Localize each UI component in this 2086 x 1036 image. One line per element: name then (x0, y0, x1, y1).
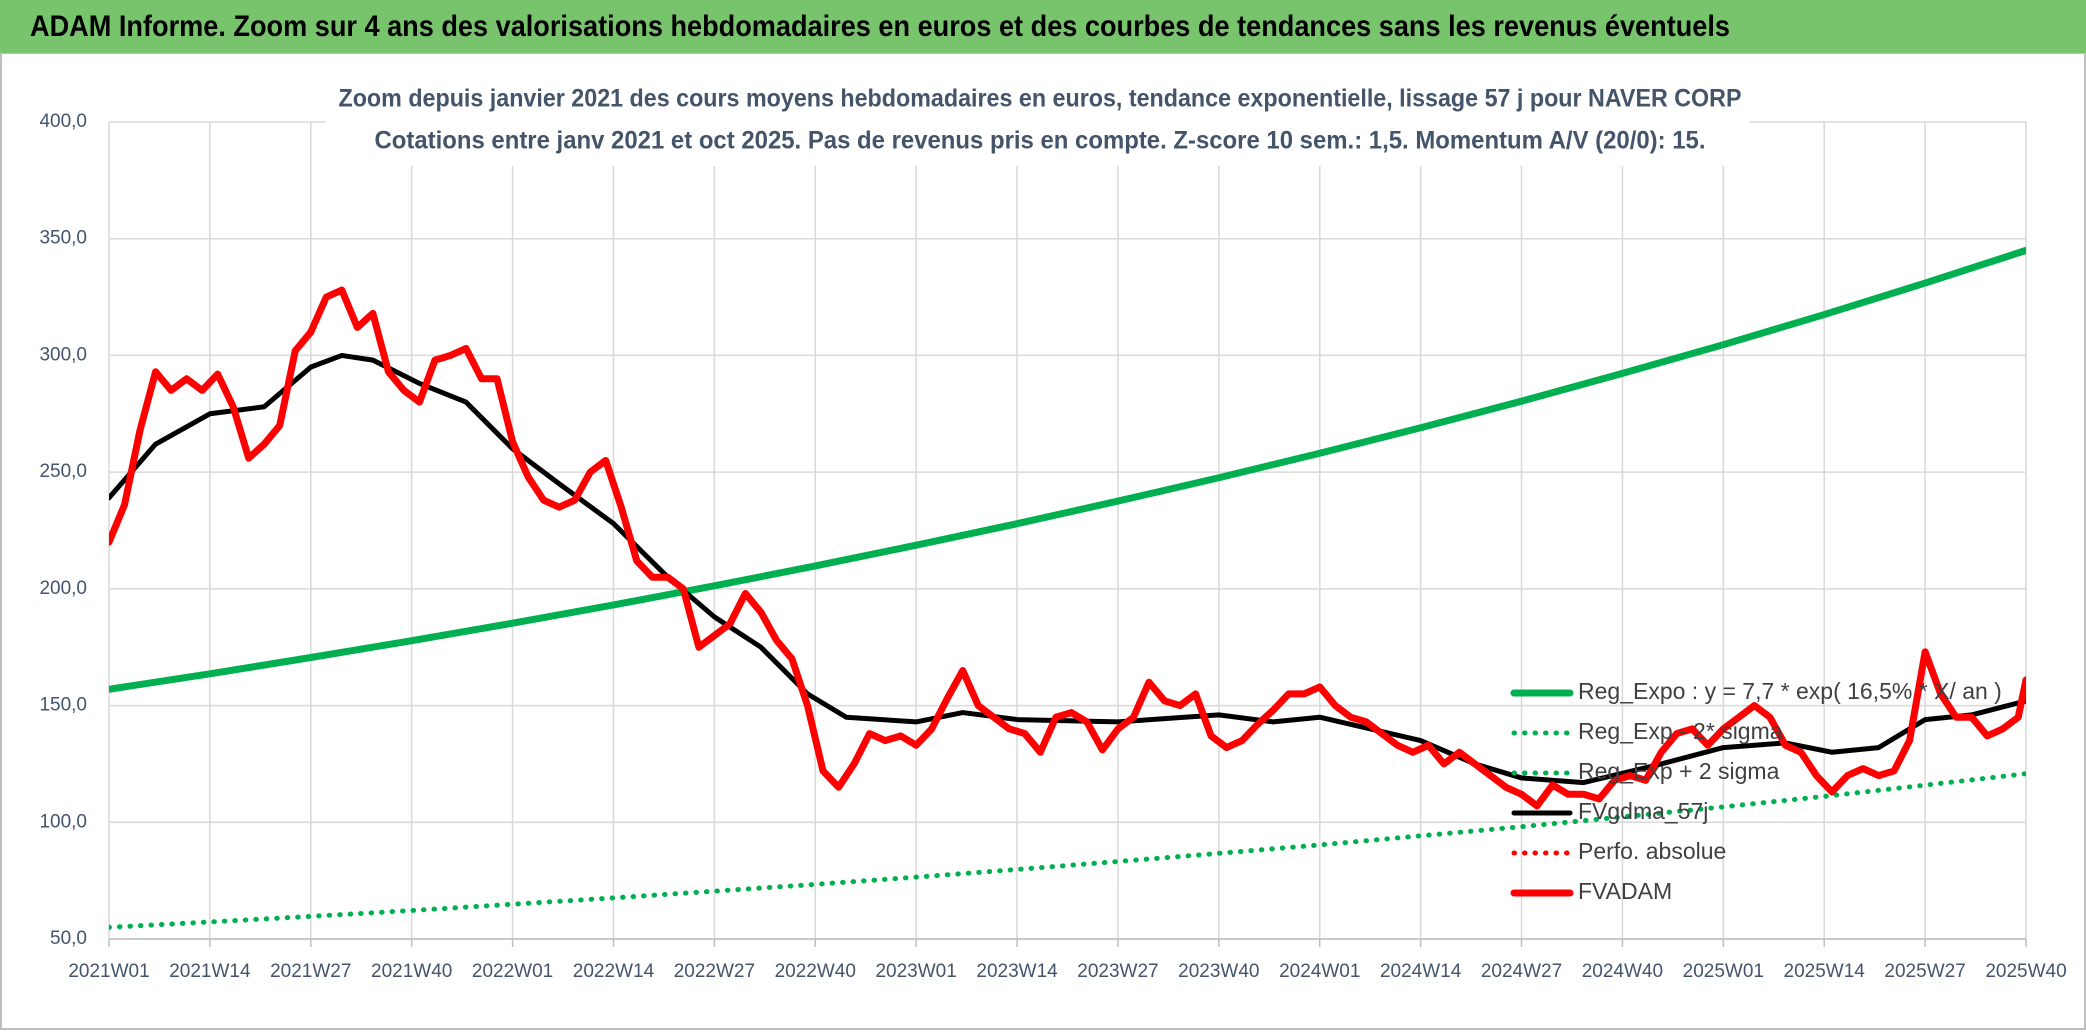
series-line (109, 286, 2026, 810)
legend-label: FVgdma_57j (1578, 798, 1708, 824)
y-tick-label: 300,0 (39, 344, 87, 365)
x-tick-label: 2022W01 (472, 961, 553, 982)
subtitle-background (326, 78, 1750, 166)
x-tick-label: 2021W01 (68, 961, 149, 982)
y-tick-label: 200,0 (39, 578, 87, 599)
x-tick-label: 2023W27 (1077, 961, 1158, 982)
y-tick-label: 350,0 (39, 228, 87, 249)
grid (108, 121, 2027, 940)
plot-area (109, 246, 2026, 930)
legend: Reg_Expo : y = 7,7 * exp( 16,5% * X/ an … (1510, 678, 2002, 904)
axes: 50,0 100,0 150,0 200,0 250,0 300,0 350,0 400,0 2… (39, 111, 2066, 982)
series-line (109, 246, 2026, 693)
legend-label: FVADAM (1578, 878, 1672, 904)
x-tick-label: 2023W14 (976, 961, 1058, 982)
x-tick-label: 2024W01 (1279, 961, 1360, 982)
chart-title: ADAM Informe. Zoom sur 4 ans des valoris… (30, 10, 1730, 43)
x-tick-label: 2024W14 (1380, 961, 1462, 982)
x-tick-label: 2024W27 (1481, 961, 1562, 982)
x-tick-label: 2025W14 (1784, 961, 1866, 982)
x-tick-label: 2022W27 (674, 961, 755, 982)
x-tick-label: 2023W01 (875, 961, 956, 982)
legend-label: Reg_Exp - 2* sigma (1578, 718, 1783, 744)
chart-subtitle: Cotations entre janv 2021 et oct 2025. P… (375, 127, 1706, 155)
y-tick-label: 400,0 (39, 111, 87, 132)
x-tick-label: 2023W40 (1178, 961, 1259, 982)
legend-label: Perfo. absolue (1578, 838, 1726, 864)
x-tick-label: 2025W40 (1985, 961, 2066, 982)
x-tick-label: 2022W40 (775, 961, 856, 982)
legend-label: Reg_Exp + 2 sigma (1578, 758, 1780, 784)
y-tick-label: 250,0 (39, 461, 87, 482)
x-tick-label: 2024W40 (1582, 961, 1663, 982)
y-tick-label: 50,0 (50, 928, 87, 949)
x-tick-label: 2021W27 (270, 961, 351, 982)
y-tick-label: 100,0 (39, 811, 87, 832)
y-tick-label: 150,0 (39, 695, 87, 716)
header-band (0, 0, 2086, 53)
x-tick-label: 2021W14 (169, 961, 251, 982)
chart-subtitle: Zoom depuis janvier 2021 des cours moyen… (339, 85, 1742, 113)
legend-label: Reg_Expo : y = 7,7 * exp( 16,5% * X/ an … (1578, 678, 2002, 704)
x-tick-label: 2025W01 (1683, 961, 1764, 982)
x-tick-label: 2022W14 (573, 961, 655, 982)
x-tick-label: 2021W40 (371, 961, 452, 982)
x-tick-label: 2025W27 (1884, 961, 1965, 982)
